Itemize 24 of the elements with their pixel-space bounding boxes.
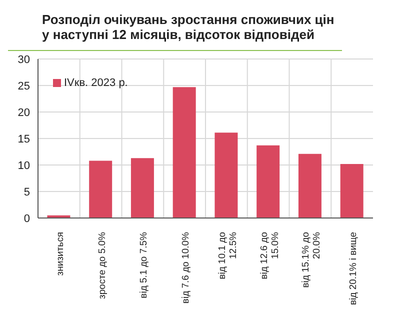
bar (340, 164, 364, 218)
bar (130, 158, 154, 218)
x-tick-label: від 7.6 до 10.0% (180, 231, 192, 304)
y-tick-label: 20 (18, 106, 30, 119)
bar (298, 154, 322, 218)
bar (256, 145, 280, 218)
bar (172, 87, 196, 218)
y-tick-label: 5 (24, 186, 30, 198)
bar (89, 160, 112, 218)
legend-label: IVкв. 2023 р. (64, 77, 128, 89)
x-tick-label: зросте до 5.0% (96, 231, 108, 299)
bar (214, 132, 238, 218)
x-tick-label: знизиться (54, 232, 66, 276)
x-tick-label: від 5.1 до 7.5% (138, 231, 150, 298)
x-tick-label: від 15.1% до 20.0% (300, 231, 323, 288)
y-tick-label: 15 (18, 133, 30, 146)
chart-title: Розподіл очікувань зростання споживчих цін у наступні 12 місяців, відсоток відповідей (8, 8, 342, 51)
x-tick-label: від 12.6 до 15.0% (258, 231, 281, 280)
y-tick-label: 30 (18, 54, 30, 66)
x-tick-label: від 10.1 до 12.5% (216, 231, 239, 280)
x-tick-label: від 20.1% і вище (348, 232, 360, 306)
y-tick-label: 25 (18, 80, 30, 92)
y-tick-label: 0 (24, 212, 30, 225)
y-tick-label: 10 (18, 160, 30, 172)
